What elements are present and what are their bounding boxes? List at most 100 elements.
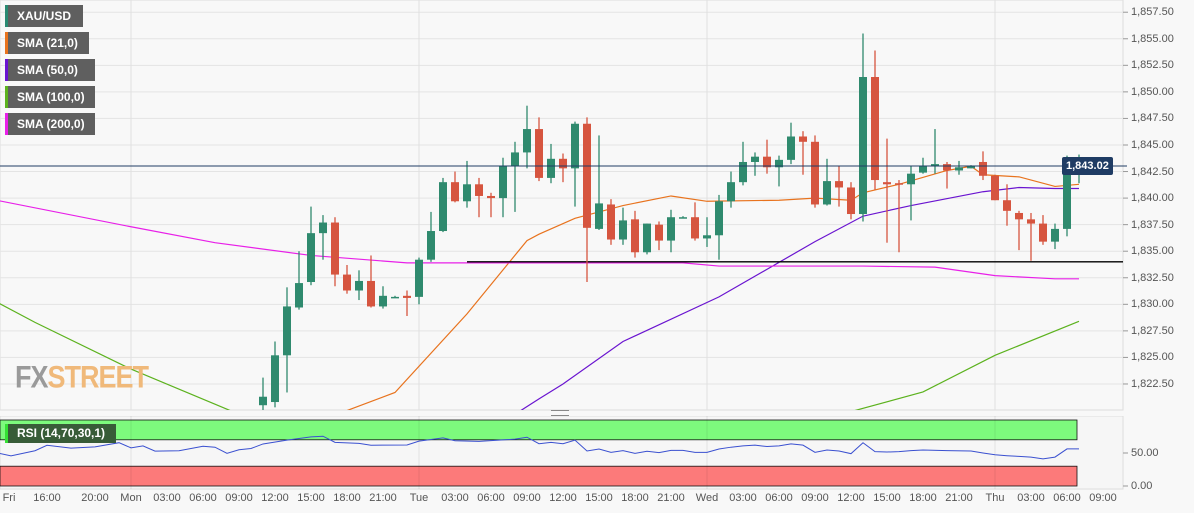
candle-body	[355, 280, 363, 291]
x-tick-label: 21:00	[945, 492, 973, 504]
candle-body	[391, 296, 399, 299]
candle	[571, 121, 579, 207]
candle	[667, 209, 675, 253]
candle	[403, 290, 411, 316]
legend-label: XAU/USD	[17, 9, 72, 23]
candle	[511, 141, 519, 212]
x-tick-label: 03:00	[441, 492, 469, 504]
legend-color-bar	[5, 32, 8, 54]
candle-body	[991, 175, 999, 201]
legend-item[interactable]: SMA (50,0)	[5, 59, 95, 81]
candle	[643, 223, 651, 255]
x-tick-label: Wed	[695, 492, 719, 504]
x-tick-label: 15:00	[585, 492, 613, 504]
candle-body	[847, 187, 855, 215]
candle	[715, 194, 723, 260]
x-tick-label: 12:00	[837, 492, 865, 504]
legend-label: SMA (50,0)	[17, 63, 78, 77]
legend-item[interactable]: SMA (21,0)	[5, 32, 89, 54]
candle	[955, 160, 963, 175]
candle	[1015, 210, 1023, 251]
candle	[811, 135, 819, 208]
rsi-chart[interactable]	[0, 416, 1194, 492]
candle-body	[931, 164, 939, 167]
x-tick-label: 18:00	[621, 492, 649, 504]
x-tick-label: 21:00	[657, 492, 685, 504]
candle-body	[631, 219, 639, 253]
legend-label: SMA (21,0)	[17, 36, 78, 50]
price-chart[interactable]	[0, 0, 1194, 411]
sma-line-100	[0, 303, 1080, 410]
candle	[883, 138, 891, 243]
candle-body	[1003, 200, 1011, 211]
candle-body	[403, 295, 411, 298]
candle-body	[667, 217, 675, 241]
candle	[367, 255, 375, 308]
x-tick-label: 06:00	[477, 492, 505, 504]
candle	[499, 157, 507, 218]
x-tick-label: 09:00	[225, 492, 253, 504]
candle-body	[475, 184, 483, 196]
candle-body	[1039, 223, 1047, 242]
candle-body	[979, 161, 987, 176]
x-tick-label: 15:00	[297, 492, 325, 504]
candle-body	[943, 164, 951, 171]
x-tick-label: 15:00	[873, 492, 901, 504]
candle	[1027, 212, 1035, 261]
candle-body	[559, 158, 567, 169]
candle-body	[727, 182, 735, 202]
candle-body	[751, 156, 759, 162]
candle	[319, 215, 327, 260]
y-tick-label: 1,830.00	[1131, 298, 1174, 311]
candle-body	[607, 204, 615, 240]
panel-resize-handle[interactable]	[551, 410, 569, 416]
x-tick-label: Fri	[2, 492, 16, 504]
sma-line-200	[0, 200, 1079, 280]
candle-body	[691, 217, 699, 239]
candle-body	[319, 222, 327, 234]
y-tick-label: 1,847.50	[1131, 112, 1174, 125]
legend-item[interactable]: XAU/USD	[5, 5, 83, 27]
candle-body	[739, 161, 747, 183]
candle-body	[439, 182, 447, 232]
candle	[607, 199, 615, 245]
candle	[343, 265, 351, 294]
candle-body	[451, 182, 459, 202]
x-tick-label: Thu	[985, 492, 1005, 504]
x-tick-label: 09:00	[513, 492, 541, 504]
y-tick-label: 1,850.00	[1131, 85, 1174, 98]
x-tick-label: 16:00	[33, 492, 61, 504]
candle-body	[487, 195, 495, 199]
candle	[907, 166, 915, 221]
candle-body	[463, 184, 471, 202]
candle	[391, 295, 399, 299]
x-tick-label: 03:00	[729, 492, 757, 504]
legend-label: SMA (100,0)	[17, 90, 85, 104]
candle-body	[1063, 170, 1071, 229]
candle	[535, 117, 543, 182]
candle-body	[859, 77, 867, 215]
legend-item[interactable]: SMA (100,0)	[5, 86, 95, 108]
legend-item[interactable]: SMA (200,0)	[5, 113, 95, 135]
candle	[415, 257, 423, 305]
candle-body	[427, 231, 435, 260]
y-tick-label: 1,827.50	[1131, 324, 1174, 337]
candle-body	[643, 223, 651, 253]
candle	[787, 122, 795, 165]
y-tick-label: 1,822.50	[1131, 377, 1174, 390]
sma-line-50	[520, 186, 1079, 410]
x-tick-label: 21:00	[369, 492, 397, 504]
overbought-zone	[0, 419, 1078, 441]
candle-body	[295, 283, 303, 308]
candle-body	[343, 274, 351, 291]
plot-area	[0, 0, 1124, 411]
candle	[547, 143, 555, 184]
candle	[451, 171, 459, 203]
candle	[1003, 184, 1011, 226]
candle	[307, 206, 315, 286]
rsi-legend[interactable]: RSI (14,70,30,1)	[5, 424, 116, 443]
candle-body	[895, 183, 903, 185]
candle	[655, 221, 663, 251]
candle-body	[583, 123, 591, 228]
x-tick-label: 06:00	[765, 492, 793, 504]
